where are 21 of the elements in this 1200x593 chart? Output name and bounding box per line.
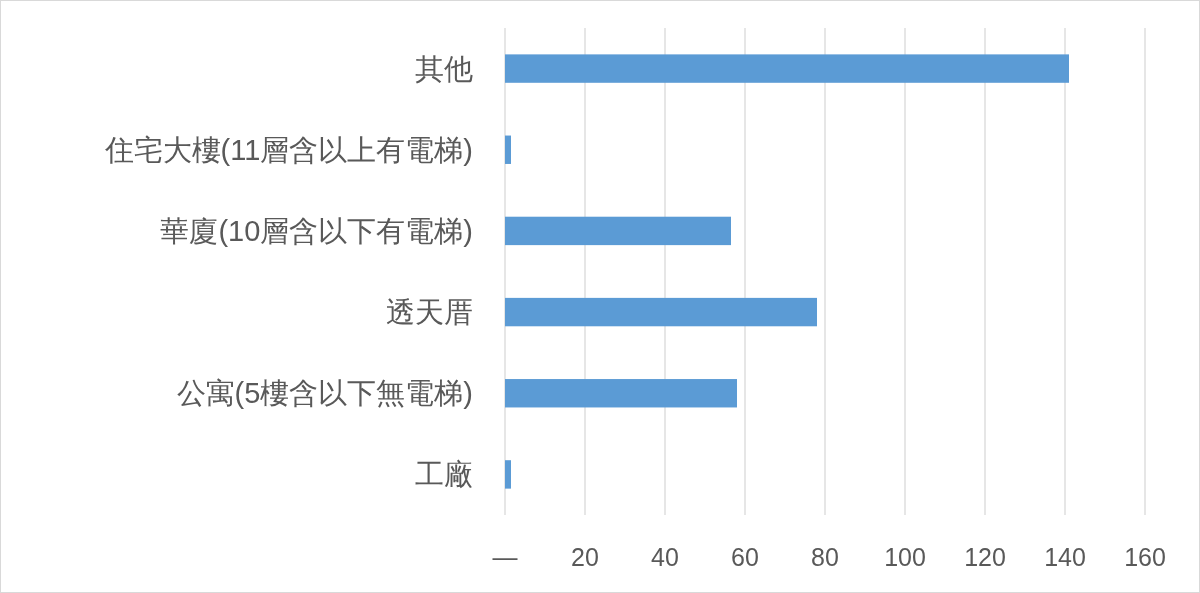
y-tick-label: 公寓(5樓含以下無電梯) <box>176 377 473 410</box>
y-tick-label: 工廠 <box>415 458 473 491</box>
x-tick-label: 100 <box>884 543 926 571</box>
x-tick-label: 40 <box>651 543 679 571</box>
y-tick-label: 其他 <box>415 52 473 85</box>
x-tick-label: 80 <box>811 543 839 571</box>
bar <box>505 135 511 164</box>
x-tick-label: — <box>492 543 518 571</box>
bar <box>505 460 511 489</box>
x-tick-label: 140 <box>1044 543 1086 571</box>
y-tick-label: 住宅大樓(11層含以上有電梯) <box>103 133 473 166</box>
bar <box>505 54 1069 83</box>
bar <box>505 216 731 246</box>
bar <box>505 379 737 408</box>
x-tick-label: 120 <box>964 543 1006 571</box>
x-tick-label: 60 <box>731 543 759 571</box>
y-tick-label: 華廈(10層含以下有電梯) <box>160 214 473 247</box>
x-tick-label: 20 <box>571 543 599 571</box>
bar <box>505 297 817 327</box>
y-tick-label: 透天厝 <box>386 296 473 329</box>
x-tick-label: 160 <box>1124 543 1166 571</box>
